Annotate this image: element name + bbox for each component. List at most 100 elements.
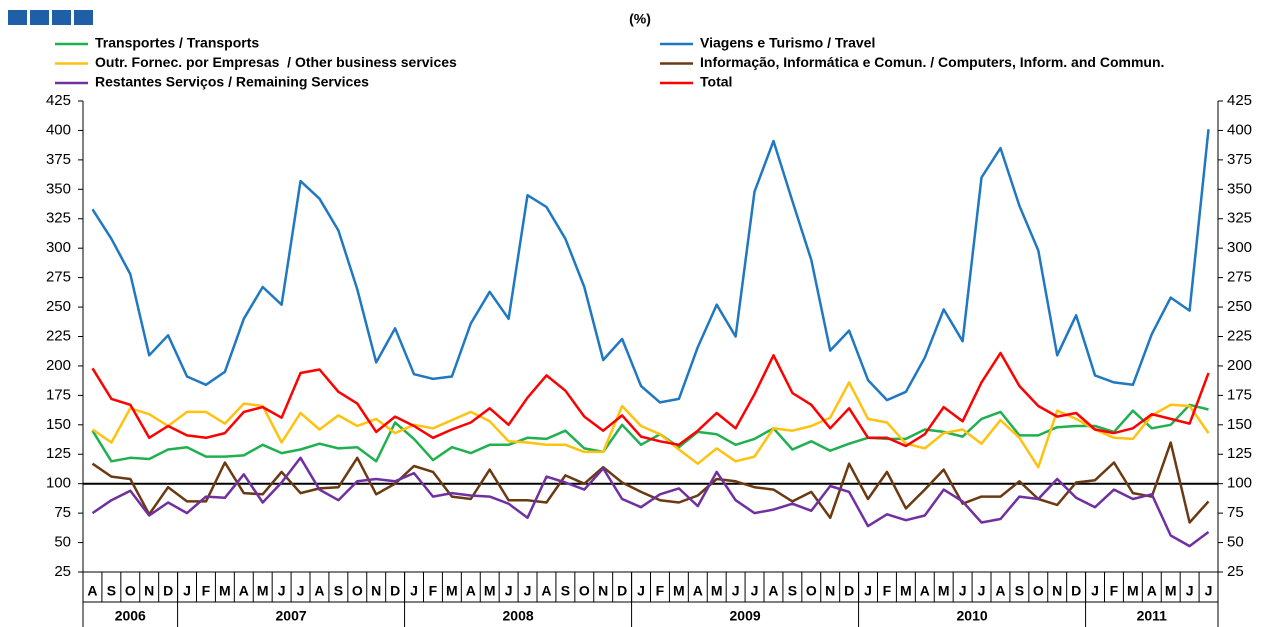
y-tick-label: 325 [46,210,71,227]
x-tick-label: A [995,583,1005,599]
y-tick-label: 425 [46,92,71,109]
series-line [91,129,1210,404]
x-tick-label: J [524,583,532,599]
x-tick-label: D [844,583,854,599]
y-tick-label: 400 [46,121,71,138]
x-tick-label: J [959,583,967,599]
legend-label: Total [700,74,732,90]
series-line [91,351,1210,448]
series-line [91,456,1210,548]
y2-tick-label: 300 [1227,239,1252,256]
x-tick-label: A [693,583,703,599]
y2-tick-label: 50 [1227,534,1244,551]
y-tick-label: 275 [46,269,71,286]
x-tick-label: M [257,583,269,599]
x-tick-label: N [598,583,608,599]
x-tick-label: A [239,583,249,599]
y-tick-label: 250 [46,298,71,315]
x-tick-label: J [1205,583,1213,599]
series-line [91,441,1210,524]
legend-label: Outr. Fornec. por Empresas / Other busin… [95,54,457,70]
x-tick-label: A [314,583,324,599]
y-tick-label: 50 [54,534,71,551]
x-tick-label: O [1033,583,1044,599]
x-tick-label: O [352,583,363,599]
x-tick-label: M [484,583,496,599]
y2-tick-label: 325 [1227,210,1252,227]
x-tick-label: F [202,583,211,599]
y-tick-label: 200 [46,357,71,374]
logo-block [52,10,71,25]
y2-tick-label: 25 [1227,563,1244,580]
x-tick-label: A [768,583,778,599]
x-tick-label: M [219,583,231,599]
x-tick-label: O [806,583,817,599]
y2-tick-label: 200 [1227,357,1252,374]
x-tick-label: A [1147,583,1157,599]
x-tick-label: D [390,583,400,599]
x-tick-label: D [617,583,627,599]
year-label: 2007 [276,608,307,624]
x-tick-label: N [371,583,381,599]
x-tick-label: M [900,583,912,599]
series-line [91,381,1210,469]
x-tick-label: J [864,583,872,599]
x-tick-label: S [1015,583,1024,599]
x-tick-label: M [938,583,950,599]
year-label: 2010 [957,608,988,624]
y2-tick-label: 175 [1227,386,1252,403]
y2-tick-label: 75 [1227,504,1244,521]
y2-tick-label: 125 [1227,445,1252,462]
y2-tick-label: 100 [1227,475,1252,492]
x-tick-label: J [1091,583,1099,599]
x-tick-label: J [505,583,513,599]
y-tick-label: 175 [46,386,71,403]
x-tick-label: J [410,583,418,599]
x-tick-label: M [1165,583,1177,599]
x-tick-label: A [920,583,930,599]
x-tick-label: O [125,583,136,599]
x-tick-label: S [788,583,797,599]
x-tick-label: N [1052,583,1062,599]
y2-tick-label: 375 [1227,151,1252,168]
x-tick-label: S [334,583,343,599]
y-tick-label: 100 [46,475,71,492]
series-line [91,403,1209,463]
y2-tick-label: 425 [1227,92,1252,109]
x-tick-label: M [446,583,458,599]
x-tick-label: M [1127,583,1139,599]
y2-tick-label: 400 [1227,121,1252,138]
x-tick-label: F [656,583,665,599]
y2-tick-label: 225 [1227,327,1252,344]
chart-title: (%) [629,11,651,27]
x-tick-label: J [183,583,191,599]
x-tick-label: F [429,583,438,599]
legend-label: Transportes / Transports [95,35,259,51]
x-tick-label: S [107,583,116,599]
x-tick-label: J [751,583,759,599]
legend-label: Restantes Serviços / Remaining Services [95,74,369,90]
x-tick-label: N [144,583,154,599]
y-tick-label: 375 [46,151,71,168]
x-tick-label: A [87,583,97,599]
x-tick-label: M [673,583,685,599]
x-tick-label: J [278,583,286,599]
y-tick-label: 350 [46,180,71,197]
logo-block [74,10,93,25]
year-label: 2008 [503,608,534,624]
x-tick-label: A [466,583,476,599]
x-tick-label: O [579,583,590,599]
x-tick-label: M [711,583,723,599]
x-tick-label: D [163,583,173,599]
y-tick-label: 125 [46,445,71,462]
logo-block [8,10,27,25]
x-tick-label: J [1186,583,1194,599]
logo-block [30,10,49,25]
x-tick-label: A [541,583,551,599]
y-tick-label: 300 [46,239,71,256]
x-tick-label: F [883,583,892,599]
x-tick-label: D [1071,583,1081,599]
y-tick-label: 75 [54,504,71,521]
y-tick-label: 25 [54,563,71,580]
